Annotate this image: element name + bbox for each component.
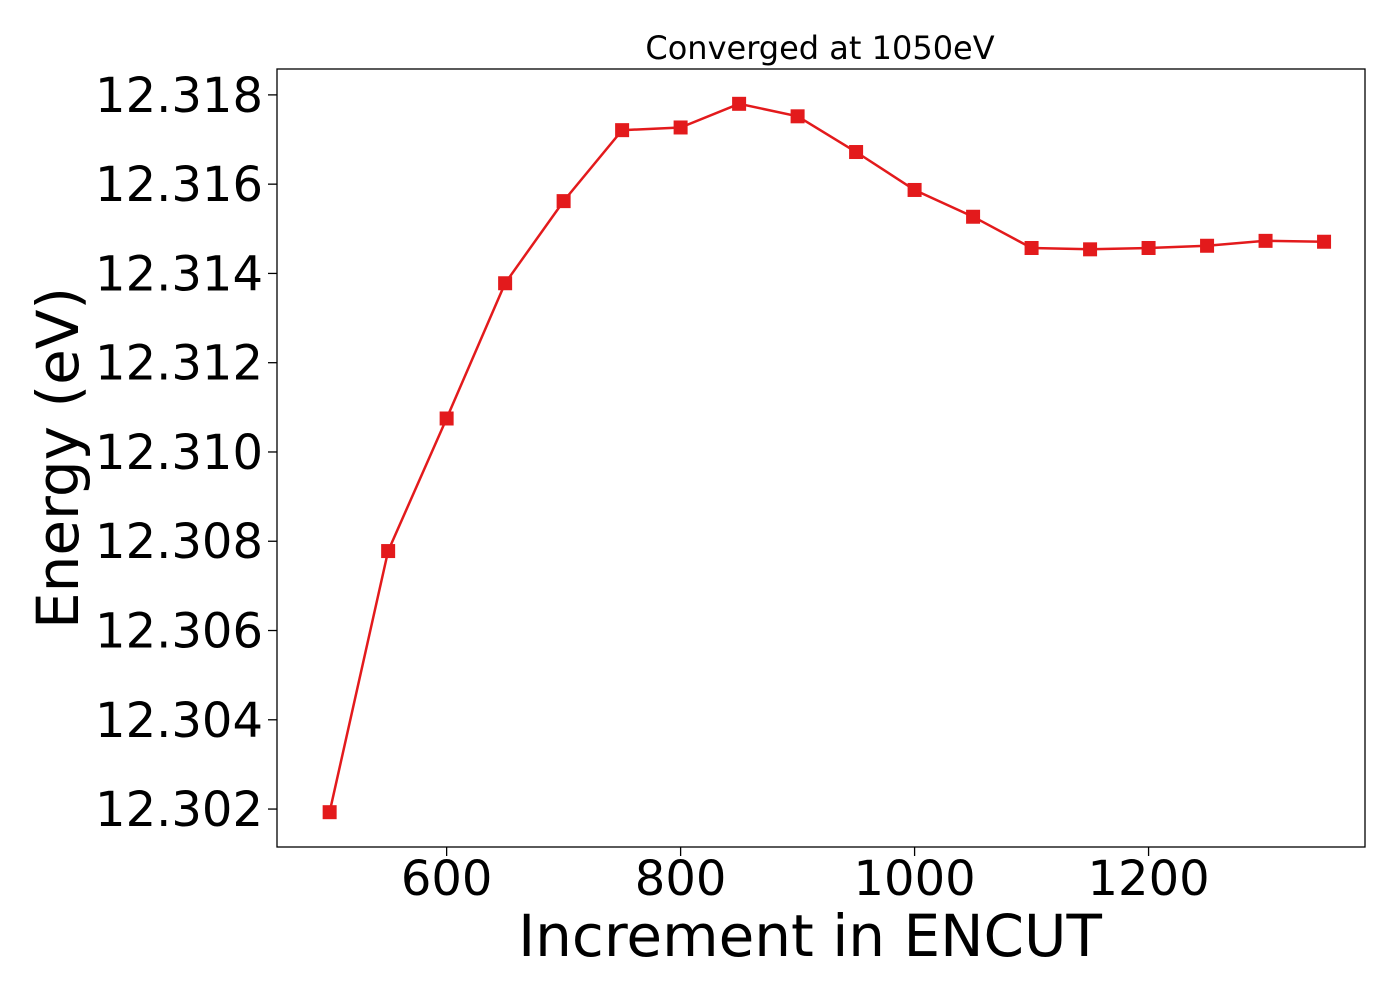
x-axis-label: Increment in ENCUT <box>518 902 1102 970</box>
series-markers <box>322 96 1332 820</box>
chart-title: Converged at 1050eV <box>645 29 994 67</box>
data-point-marker <box>790 109 805 124</box>
y-tick-label: 12.312 <box>95 336 263 392</box>
x-axis: 600 800 1000 1200 <box>401 847 1210 907</box>
x-tick-label: 600 <box>401 851 493 907</box>
data-point-marker <box>907 182 922 197</box>
data-point-marker <box>1024 240 1039 255</box>
data-point-marker <box>322 805 337 820</box>
y-tick-label: 12.316 <box>95 157 263 213</box>
data-point-marker <box>673 120 688 135</box>
data-point-marker <box>732 96 747 111</box>
y-tick-label: 12.306 <box>95 604 263 660</box>
x-tick-label: 1200 <box>1087 851 1209 907</box>
y-axis: 12.302 12.304 12.306 12.308 12.310 12.312 12.3… <box>95 68 277 838</box>
y-tick-label: 12.310 <box>95 425 263 481</box>
data-point-marker <box>1083 242 1098 257</box>
data-point-marker <box>1258 233 1273 248</box>
y-tick-label: 12.304 <box>95 693 263 749</box>
y-tick-label: 12.318 <box>95 68 263 124</box>
data-point-marker <box>1200 238 1215 253</box>
data-point-marker <box>381 544 396 559</box>
data-point-marker <box>1317 234 1332 249</box>
series-line <box>328 102 1325 813</box>
x-tick-label: 1000 <box>854 851 976 907</box>
data-point-marker <box>439 411 454 426</box>
data-point-marker <box>498 276 513 291</box>
data-point-marker <box>849 145 864 160</box>
data-point-marker <box>615 123 630 138</box>
x-tick-label: 800 <box>635 851 727 907</box>
y-tick-label: 12.308 <box>95 514 263 570</box>
data-point-marker <box>966 209 981 224</box>
data-point-marker <box>1141 240 1156 255</box>
plot-area <box>276 68 1366 848</box>
y-tick-label: 12.314 <box>95 246 263 302</box>
data-point-marker <box>556 194 571 209</box>
y-axis-label: Energy (eV) <box>24 287 92 629</box>
y-tick-label: 12.302 <box>95 782 263 838</box>
